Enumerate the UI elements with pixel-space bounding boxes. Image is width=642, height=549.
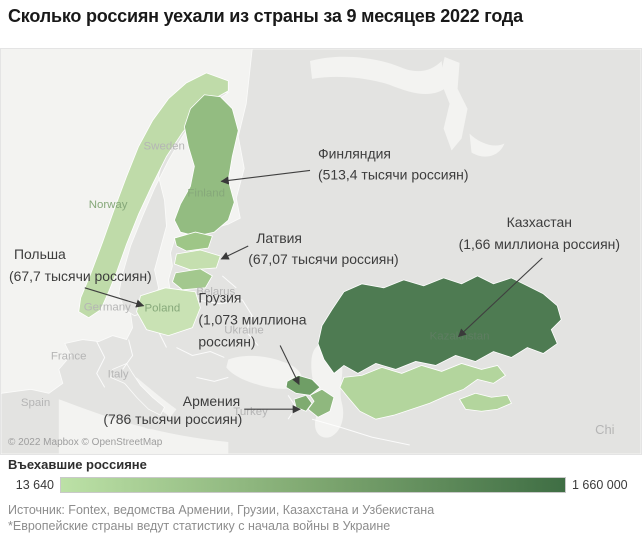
callout-georgia-value-1: (1,073 миллиона (198, 312, 306, 328)
italy-landmass (110, 362, 165, 416)
place-label-kazakhstan: Kazakhstan (430, 331, 490, 343)
sicily (143, 421, 158, 430)
leader-line-poland (84, 287, 145, 308)
barents-sea (310, 56, 445, 95)
legend-min-value: 13 640 (15, 478, 54, 492)
map-place-labels: Sweden Finland Norway Poland Germany Fra… (21, 141, 615, 438)
white-sea-bay (469, 133, 505, 157)
callout-armenia-value: (786 тысячи россиян) (103, 411, 242, 427)
callout-latvia-name: Латвия (256, 230, 302, 246)
callout-finland-name: Финляндия (318, 145, 391, 161)
place-label-italy: Italy (108, 368, 129, 380)
callouts: Финляндия (513,4 тысячи россиян) Латвия … (9, 145, 620, 427)
country-lithuania[interactable] (171, 268, 213, 291)
white-sea (439, 56, 468, 151)
country-azerbaijan[interactable] (307, 388, 335, 418)
place-label-sweden: Sweden (144, 141, 185, 153)
country-poland[interactable] (136, 287, 201, 337)
map-canvas[interactable]: Sweden Finland Norway Poland Germany Fra… (0, 48, 642, 455)
mediterranean-sea (58, 399, 229, 454)
country-uzbekistan[interactable] (339, 363, 507, 420)
footer: Источник: Fontex, ведомства Армении, Гру… (8, 502, 634, 534)
callout-georgia-name: Грузия (198, 290, 241, 306)
callout-latvia-value: (67,07 тысячи россиян) (248, 251, 398, 267)
place-label-norway: Norway (89, 199, 128, 211)
legend-max-value: 1 660 000 (572, 478, 628, 492)
country-kazakhstan[interactable] (317, 275, 562, 374)
callout-leader-lines (84, 169, 543, 414)
place-label-finland: Finland (187, 187, 225, 199)
callout-kazakhstan-name: Казхастан (507, 214, 572, 230)
leader-line-georgia (279, 345, 300, 386)
legend-gradient-bar (60, 477, 566, 493)
footer-note: *Европейские страны ведут статистику с н… (8, 519, 391, 533)
country-estonia[interactable] (173, 231, 213, 252)
place-label-turkey: Turkey (233, 406, 268, 418)
place-label-poland: Poland (145, 303, 181, 315)
country-latvia[interactable] (174, 249, 221, 271)
leader-line-kazakhstan (457, 257, 543, 338)
footer-source: Источник: Fontex, ведомства Армении, Гру… (8, 503, 435, 517)
country-kyrgyzstan[interactable] (458, 392, 512, 412)
leader-line-finland (220, 169, 311, 185)
place-label-spain: Spain (21, 397, 50, 409)
callout-poland-value: (67,7 тысячи россиян) (9, 268, 152, 284)
place-label-france: France (51, 350, 87, 362)
page-title: Сколько россиян уехали из страны за 9 ме… (8, 6, 523, 26)
choropleth-map: Sweden Finland Norway Poland Germany Fra… (1, 49, 641, 454)
map-attribution[interactable]: © 2022 Mapbox © OpenStreetMap (8, 437, 163, 448)
callout-finland-value: (513,4 тысячи россиян) (318, 166, 468, 182)
legend-title: Въехавшие россияне (8, 457, 147, 472)
callout-georgia-value-2: россиян) (198, 334, 255, 350)
callout-kazakhstan-value: (1,66 миллиона россиян) (459, 236, 620, 252)
callout-poland-name: Польша (14, 246, 66, 262)
leader-line-latvia (220, 245, 249, 260)
country-norway[interactable] (78, 72, 229, 319)
place-label-belarus: Belarus (196, 286, 235, 298)
legend-scale-row: 13 640 1 660 000 (0, 477, 642, 493)
black-sea (226, 355, 303, 389)
place-label-ukraine: Ukraine (224, 325, 263, 337)
place-label-germany: Germany (84, 302, 131, 314)
legend: Въехавшие россияне 13 640 1 660 000 (0, 457, 642, 493)
place-label-china: Chi (595, 422, 614, 437)
callout-armenia-name: Армения (183, 393, 240, 409)
